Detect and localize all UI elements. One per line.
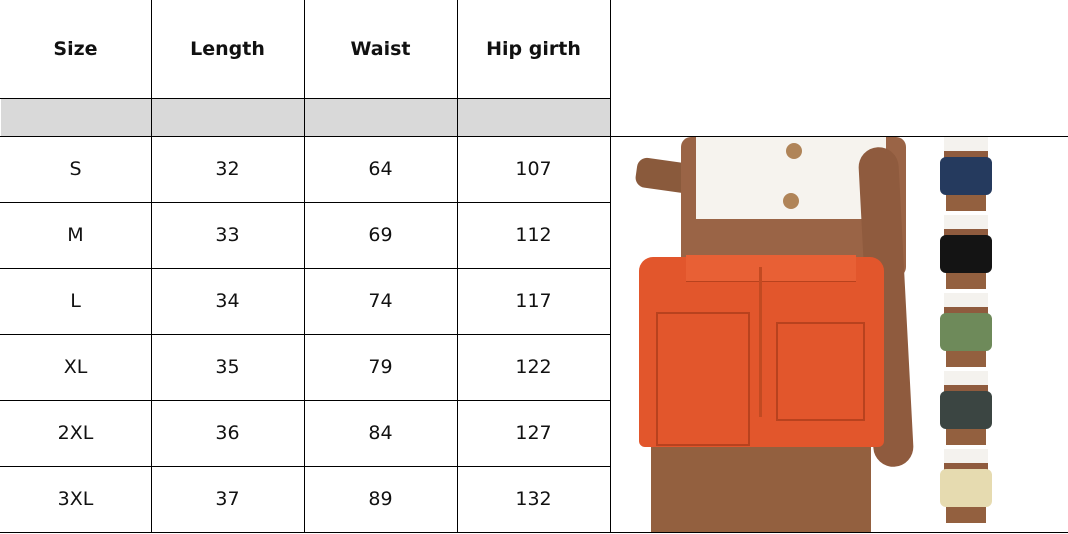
column-header: Waist xyxy=(350,38,411,60)
table-cell: 33 xyxy=(215,224,240,246)
column-header: Length xyxy=(190,38,265,60)
table-cell: XL xyxy=(63,356,88,378)
table-border xyxy=(304,0,305,533)
table-cell: 107 xyxy=(515,158,552,180)
table-cell: L xyxy=(70,290,81,312)
pocket-right xyxy=(776,322,865,421)
table-cell: 34 xyxy=(215,290,240,312)
table-cell: 112 xyxy=(515,224,552,246)
table-cell: 132 xyxy=(515,488,552,510)
waistband xyxy=(686,255,856,282)
table-border xyxy=(0,136,1068,137)
table-border xyxy=(0,268,611,269)
drawstring xyxy=(759,267,762,417)
color-variant-thumbnail xyxy=(936,215,996,291)
table-cell: 89 xyxy=(368,488,393,510)
button-icon xyxy=(786,143,802,159)
table-cell: S xyxy=(69,158,82,180)
table-cell: 74 xyxy=(368,290,393,312)
table-border xyxy=(610,0,611,533)
color-variant-thumbnail xyxy=(936,293,996,369)
table-border xyxy=(151,0,152,533)
button-icon xyxy=(783,193,799,209)
product-photo xyxy=(611,137,1068,532)
table-cell: 36 xyxy=(215,422,240,444)
color-variant-thumbnail xyxy=(936,137,996,213)
table-border xyxy=(457,0,458,533)
table-border xyxy=(0,466,611,467)
color-variant-thumbnail xyxy=(936,371,996,447)
table-cell: 79 xyxy=(368,356,393,378)
table-cell: 84 xyxy=(368,422,393,444)
gray-spacer-cell xyxy=(305,99,457,136)
table-cell: 2XL xyxy=(57,422,94,444)
table-cell: 3XL xyxy=(57,488,94,510)
table-cell: 69 xyxy=(368,224,393,246)
table-cell: 117 xyxy=(515,290,552,312)
table-border xyxy=(0,532,1068,533)
table-cell: 122 xyxy=(515,356,552,378)
table-cell: 64 xyxy=(368,158,393,180)
gray-spacer-cell xyxy=(458,99,610,136)
table-border xyxy=(0,400,611,401)
gray-spacer-cell xyxy=(152,99,304,136)
table-cell: 37 xyxy=(215,488,240,510)
table-cell: M xyxy=(67,224,84,246)
table-cell: 32 xyxy=(215,158,240,180)
gray-spacer-cell xyxy=(1,99,151,136)
table-cell: 35 xyxy=(215,356,240,378)
pocket-left xyxy=(656,312,750,446)
column-header: Size xyxy=(53,38,98,60)
column-header: Hip girth xyxy=(486,38,581,60)
table-border xyxy=(0,98,611,99)
table-border xyxy=(0,334,611,335)
table-border xyxy=(0,202,611,203)
color-variant-thumbnail xyxy=(936,449,996,525)
table-cell: 127 xyxy=(515,422,552,444)
